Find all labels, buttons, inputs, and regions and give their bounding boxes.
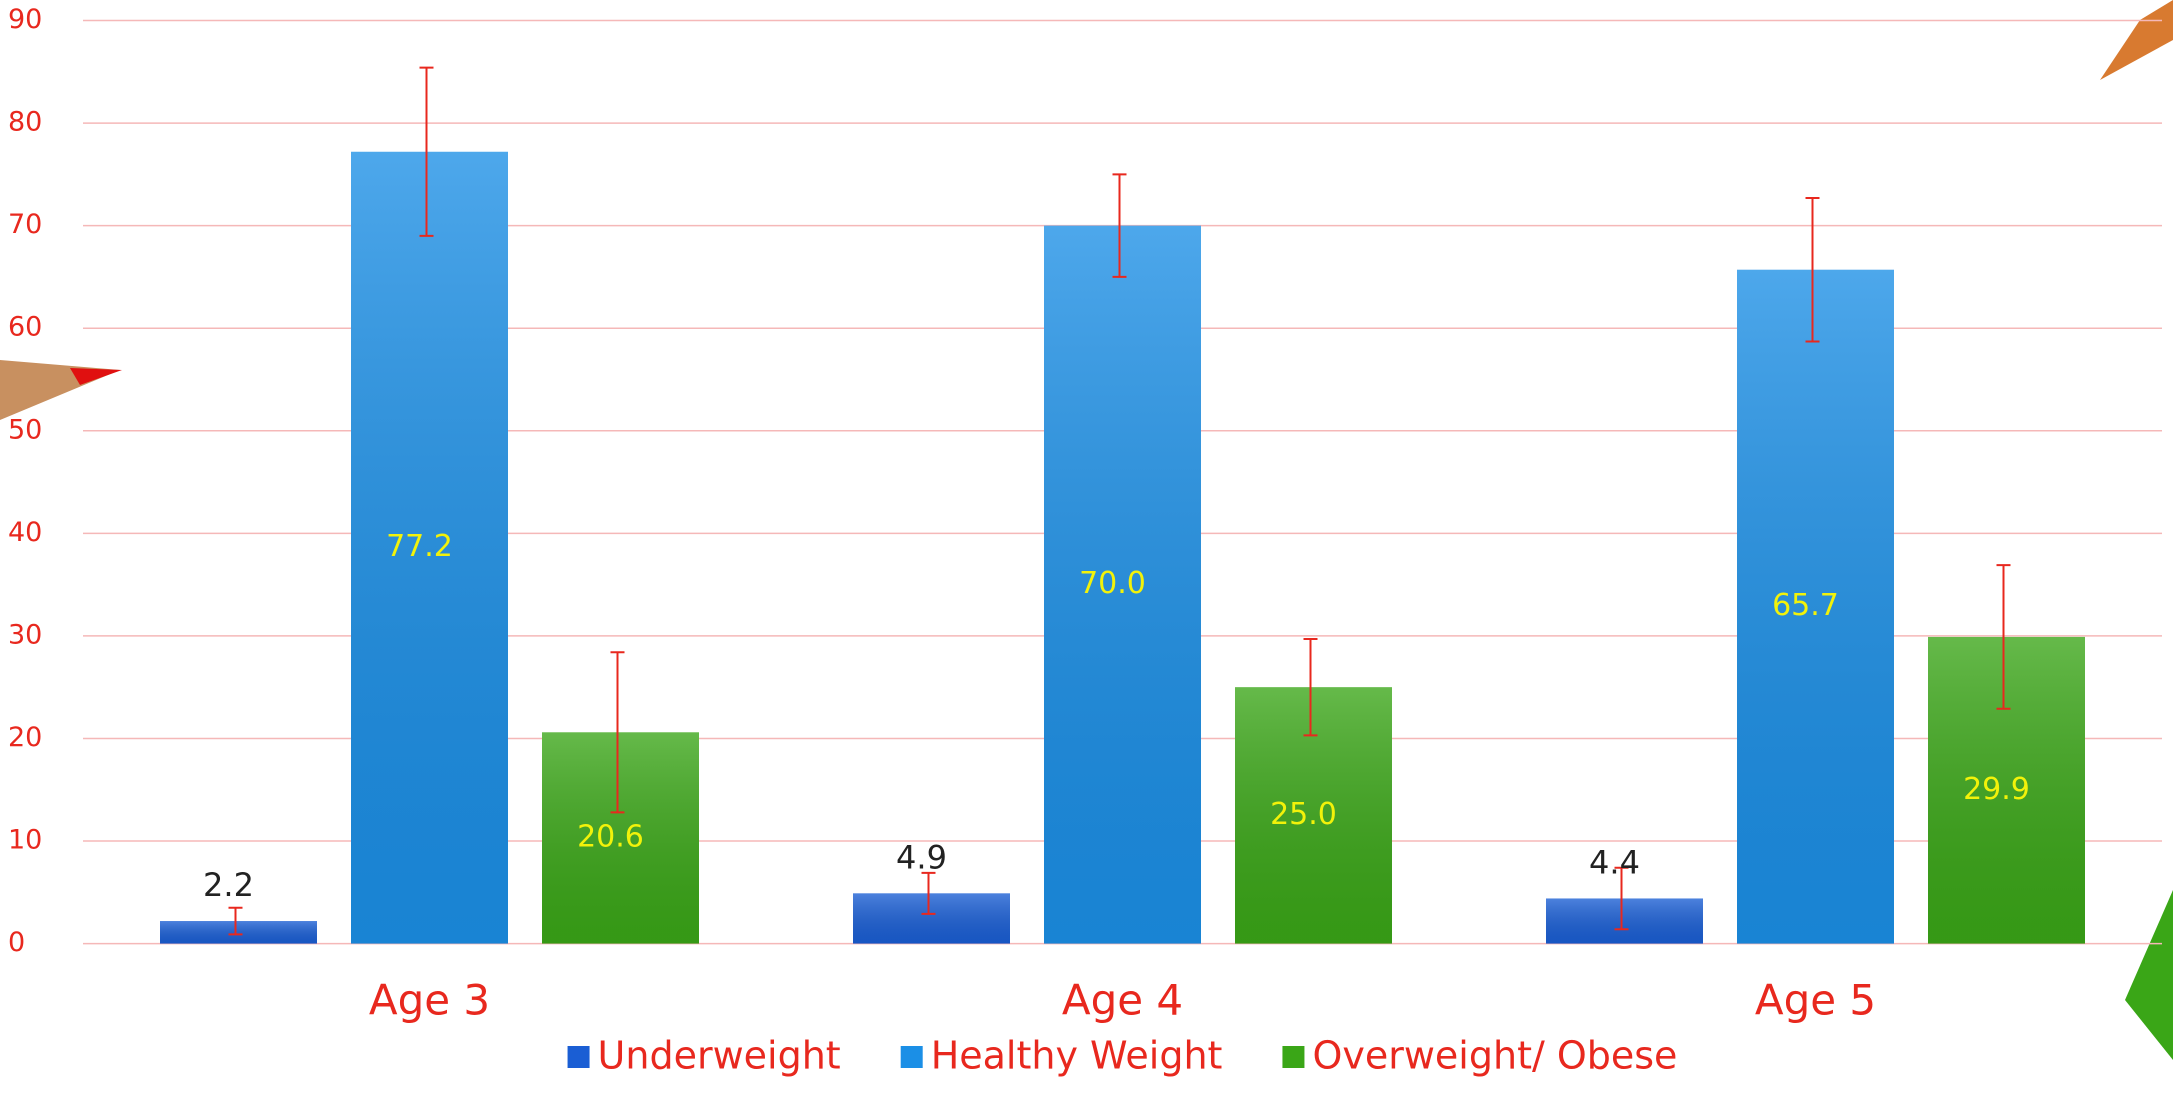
x-tick-label: Age 4 bbox=[1062, 976, 1183, 1025]
y-tick-label: 40 bbox=[8, 517, 42, 548]
error-bar bbox=[1996, 564, 2011, 710]
x-tick-label: Age 5 bbox=[1755, 976, 1876, 1025]
bar-shade bbox=[1044, 225, 1201, 944]
error-bar bbox=[921, 871, 936, 915]
y-tick-label: 10 bbox=[8, 825, 42, 856]
data-label: 4.9 bbox=[896, 838, 947, 876]
data-label: 2.2 bbox=[203, 866, 254, 904]
decor-leaf bbox=[2125, 890, 2173, 1060]
error-bar bbox=[228, 906, 243, 936]
bar-shade bbox=[1928, 636, 2085, 944]
legend-label: Healthy Weight bbox=[931, 1034, 1223, 1078]
bar-shade bbox=[1737, 269, 1894, 944]
bar-shade bbox=[853, 893, 1010, 944]
data-label: 70.0 bbox=[1079, 566, 1146, 601]
y-tick-label: 80 bbox=[8, 107, 42, 138]
error-bar bbox=[419, 66, 434, 237]
y-tick-label: 30 bbox=[8, 619, 42, 650]
data-label: 25.0 bbox=[1270, 797, 1337, 832]
error-bar bbox=[610, 651, 625, 814]
data-label: 4.4 bbox=[1589, 843, 1640, 881]
legend-label: Overweight/ Obese bbox=[1312, 1034, 1677, 1078]
decor-pencil-tip bbox=[70, 368, 122, 385]
error-bar bbox=[1805, 196, 1820, 343]
y-tick-label: 20 bbox=[8, 722, 42, 753]
error-bar bbox=[1112, 173, 1127, 278]
bar-shade bbox=[1546, 898, 1703, 944]
decor-pencil bbox=[0, 360, 120, 420]
data-label: 29.9 bbox=[1963, 772, 2030, 807]
y-tick-label: 60 bbox=[8, 312, 42, 343]
legend-swatch bbox=[1282, 1046, 1305, 1068]
bar-shade bbox=[1235, 687, 1392, 944]
y-tick-label: 50 bbox=[8, 414, 42, 445]
y-tick-label: 70 bbox=[8, 209, 42, 240]
bar-shade bbox=[542, 732, 699, 944]
error-bar bbox=[1303, 637, 1318, 737]
legend: Underweight Healthy Weight Overweight/ Obe… bbox=[567, 1034, 1677, 1078]
legend-label: Underweight bbox=[598, 1034, 841, 1078]
data-label: 65.7 bbox=[1772, 588, 1839, 623]
data-label: 77.2 bbox=[386, 529, 453, 564]
bar-shade bbox=[160, 921, 317, 944]
x-tick-label: Age 3 bbox=[369, 976, 490, 1025]
legend-swatch bbox=[900, 1046, 923, 1068]
y-tick-label: 90 bbox=[8, 4, 42, 35]
error-bar bbox=[1614, 866, 1629, 931]
data-label: 20.6 bbox=[577, 819, 644, 854]
y-tick-label: 0 bbox=[8, 927, 25, 958]
legend-swatch bbox=[567, 1046, 590, 1068]
decor-pencil bbox=[2100, 0, 2173, 80]
bar-shade bbox=[351, 151, 508, 944]
